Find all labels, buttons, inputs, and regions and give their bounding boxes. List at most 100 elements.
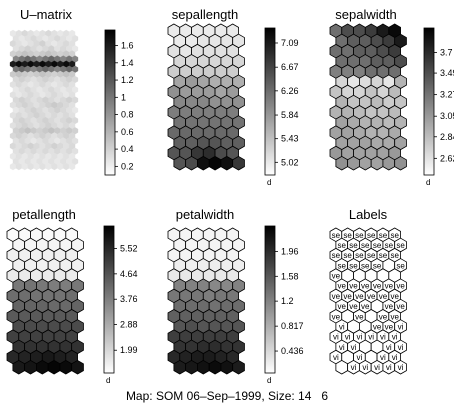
- cell-label: se: [396, 261, 405, 270]
- hex-cell: [220, 155, 234, 171]
- cell-label: se: [373, 261, 382, 270]
- colorbar-tick-label: 7.09: [281, 38, 299, 48]
- colorbar-tick-label: 0.2: [121, 161, 134, 171]
- panel-3: petallength 5.52 4.64 3.76 2.88 1.99 d: [6, 207, 138, 385]
- cell-label: ve: [338, 302, 347, 311]
- cell-label: vi: [357, 353, 363, 362]
- hex-cell: [208, 359, 222, 375]
- cell-label: ve: [338, 282, 347, 291]
- cell-label: vi: [392, 333, 398, 342]
- cell-label: ve: [373, 282, 382, 291]
- cell-label: se: [349, 261, 358, 270]
- hex-cell: [358, 155, 372, 171]
- panel-1: sepallength 7.09 6.67 6.26 5.84 5.43 5.02 d: [167, 7, 299, 187]
- colorbar-tick-label: 3.76: [120, 294, 138, 304]
- colorbar: [264, 225, 276, 374]
- colorbar-unit: d: [106, 376, 110, 385]
- cell-label: se: [355, 231, 364, 240]
- colorbar-tick-label: 0.8: [121, 110, 134, 120]
- colorbar-tick-label: 5.52: [120, 243, 138, 253]
- cell-label: se: [385, 241, 394, 250]
- colorbar-tick-label: 0.6: [121, 127, 134, 137]
- cell-label: ve: [349, 302, 358, 311]
- colorbar-tick-label: 5.84: [281, 110, 299, 120]
- hex-cell: [382, 155, 396, 171]
- colorbar-tick-label: 1.6: [121, 41, 134, 51]
- hex-cell: [370, 155, 384, 171]
- hex-cell: [68, 162, 76, 171]
- colorbar-tick-label: 3.27: [440, 90, 454, 100]
- colorbar-tick-label: 1.2: [121, 75, 134, 85]
- colorbar-tick-label: 5.43: [281, 134, 299, 144]
- cell-label: ve: [367, 292, 376, 301]
- cell-label: se: [361, 261, 370, 270]
- colorbar-tick-label: 6.26: [281, 86, 299, 96]
- hex-cell: [232, 359, 245, 375]
- cell-label: vi: [386, 343, 392, 352]
- cell-label: vi: [357, 333, 363, 342]
- cell-label: ve: [396, 282, 405, 291]
- cell-label: vi: [362, 363, 368, 372]
- hex-cell: [208, 155, 222, 171]
- hex-cell: [347, 155, 360, 171]
- cell-label: se: [355, 251, 364, 260]
- cell-label: vi: [339, 322, 345, 331]
- cell-label: se: [332, 251, 341, 260]
- cell-label: vi: [368, 333, 374, 342]
- cell-label: se: [367, 231, 376, 240]
- cell-label: ve: [332, 272, 341, 281]
- hex-cell: [36, 359, 49, 375]
- hex-cell: [24, 359, 37, 375]
- colorbar-tick-label: 1.4: [121, 58, 134, 68]
- cell-label: ve: [379, 312, 388, 321]
- cell-label: vi: [339, 343, 345, 352]
- cell-label: se: [361, 241, 370, 250]
- hex-cell: [12, 359, 26, 375]
- cell-label: se: [367, 251, 376, 260]
- colorbar-unit: d: [267, 376, 271, 385]
- panel-4: petalwidth 1.96 1.58 1.2 0.817 0.436 d: [167, 207, 304, 385]
- cell-label: vi: [398, 322, 404, 331]
- hex-cell: [335, 155, 349, 171]
- hex-cell: [394, 155, 407, 171]
- colorbar-tick-label: 0.817: [281, 321, 304, 331]
- cell-label: se: [390, 231, 399, 240]
- cell-label: vi: [333, 333, 339, 342]
- cell-label: vi: [351, 363, 357, 372]
- cell-label: vi: [398, 343, 404, 352]
- cell-label: vi: [351, 343, 357, 352]
- cell-label: ve: [390, 312, 399, 321]
- cell-label: se: [373, 241, 382, 250]
- cell-label: ve: [332, 312, 341, 321]
- cell-label: se: [343, 231, 352, 240]
- cell-label: ve: [361, 282, 370, 291]
- cell-label: ve: [385, 302, 394, 311]
- hex-cell: [173, 359, 187, 375]
- colorbar-tick-label: 2.62: [440, 153, 454, 163]
- hex-cell: [9, 162, 17, 171]
- cell-label: ve: [373, 322, 382, 331]
- cell-label: vi: [380, 353, 386, 362]
- cell-label: ve: [379, 292, 388, 301]
- colorbar-tick-label: 1.58: [281, 271, 299, 281]
- colorbar: [104, 29, 116, 176]
- colorbar-unit: d: [426, 178, 430, 187]
- cell-label: se: [349, 241, 358, 250]
- cell-label: se: [390, 251, 399, 260]
- panel-title: sepallength: [172, 7, 239, 22]
- panel-title: Labels: [349, 207, 388, 222]
- hex-cell: [39, 162, 46, 171]
- cell-label: se: [338, 241, 347, 250]
- cell-label: ve: [385, 282, 394, 291]
- cell-label: ve: [332, 292, 341, 301]
- cell-label: ve: [361, 302, 370, 311]
- cell-label: se: [396, 241, 405, 250]
- colorbar-tick-label: 1: [121, 92, 126, 102]
- cell-label: se: [379, 251, 388, 260]
- hex-cell: [196, 155, 210, 171]
- hex-cell: [47, 359, 61, 375]
- panel-title: petalwidth: [176, 207, 235, 222]
- hex-cell: [57, 162, 64, 171]
- hex-cell: [27, 162, 34, 171]
